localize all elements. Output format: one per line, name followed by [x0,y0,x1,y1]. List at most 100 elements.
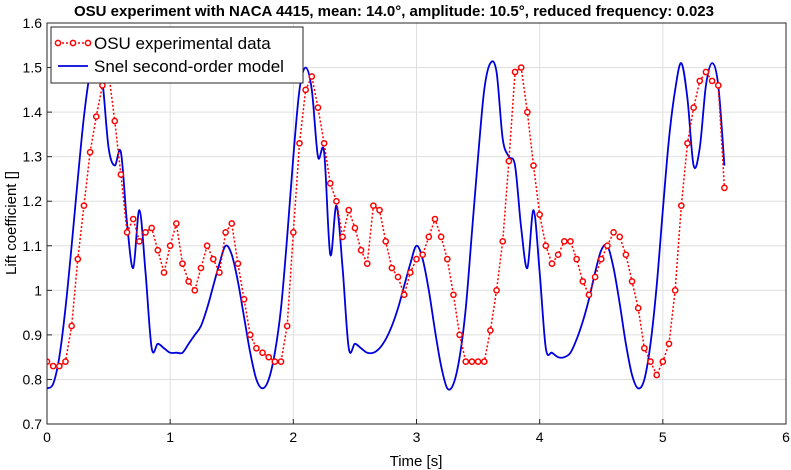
osu-data-point [437,233,445,241]
x-tick-label: 5 [659,429,667,445]
osu-data-point [604,242,611,250]
osu-data-point [659,358,667,365]
x-tick-label: 2 [289,429,297,445]
osu-data-point [339,233,346,241]
osu-data-point [345,206,353,214]
osu-data-point [406,269,414,276]
osu-data-point [487,327,494,334]
osu-data-point [357,246,365,254]
osu-data-point [326,180,334,187]
osu-data-point [68,322,75,330]
osu-data-point [49,362,57,370]
osu-data-point [80,202,88,210]
osu-data-point [499,237,507,245]
osu-data-point [567,237,574,245]
osu-data-point [560,237,568,245]
osu-data-point [536,211,544,218]
osu-data-point [289,229,297,236]
osu-data-point [419,251,427,259]
osu-data-point [628,278,636,285]
y-tick-label: 0.9 [23,327,43,343]
x-tick-label: 4 [536,429,544,445]
osu-data-point [585,291,593,299]
osu-data-point [185,278,192,285]
osu-data-point [684,139,691,147]
osu-data-point [160,269,168,276]
osu-data-point [591,273,599,281]
y-tick-label: 0.8 [23,371,43,387]
osu-data-point [62,358,69,365]
osu-data-point [721,184,728,192]
osu-data-point [136,237,143,245]
snel-model-line [47,48,726,391]
y-tick-label: 1.2 [23,193,43,209]
osu-data-point [554,251,562,259]
osu-data-point [388,264,396,272]
osu-data-point [228,220,236,227]
osu-data-point [111,117,119,125]
y-tick-label: 1.1 [23,238,43,254]
legend-box [50,26,304,84]
osu-data-point [480,358,488,365]
x-tick-label: 3 [413,429,421,445]
osu-data-point [665,340,673,348]
osu-data-point [123,229,131,236]
osu-data-point [191,286,199,294]
y-tick-label: 1.5 [23,60,43,76]
chart-title: OSU experiment with NACA 4415, mean: 14.… [74,3,714,20]
osu-data-point [468,358,476,365]
osu-data-point [129,215,137,223]
osu-data-point [511,68,519,76]
osu-data-point [296,139,303,147]
y-tick-label: 1.6 [23,15,43,31]
osu-data-point [702,68,710,76]
osu-data-point [474,358,482,365]
osu-data-point [641,344,648,352]
osu-data-point [209,255,217,263]
osu-data-point [179,260,186,267]
osu-data-point [308,73,316,80]
x-axis-ticks: 0 1 2 3 4 5 6 [43,419,790,445]
legend: OSU experimental data Snel second-order … [50,26,304,84]
osu-data-point [696,77,704,85]
osu-data-point [86,148,94,156]
osu-data-point [283,322,291,330]
osu-data-point [351,224,359,232]
osu-data-point [524,108,531,116]
x-axis-label: Time [s] [390,453,443,470]
osu-data-point [320,139,328,147]
osu-data-point [74,255,82,263]
osu-data-point [172,220,180,227]
osu-data-point [634,304,642,312]
osu-data-point [277,358,285,365]
osu-data-point [677,202,685,210]
osu-data-point [197,264,205,272]
osu-data-point [222,229,229,236]
legend-marker-osu [69,39,77,47]
osu-data-point [148,224,156,232]
osu-data-point [154,246,162,254]
osu-data-point [376,206,383,214]
y-tick-label: 1.3 [23,149,43,165]
y-tick-label: 1.4 [23,104,43,120]
osu-data-point [246,331,254,339]
osu-data-point [203,242,211,250]
y-axis-ticks: 0.7 0.8 0.9 1 1.1 1.2 1.3 1.4 1.5 1.6 [23,15,52,432]
osu-data-point [622,251,630,259]
osu-data-point [610,229,617,236]
osu-data-point [548,260,556,267]
osu-data-point [708,77,716,85]
osu-data-point [302,86,309,94]
x-tick-label: 1 [166,429,174,445]
series-layer [47,48,728,391]
y-tick-label: 0.7 [23,416,43,432]
osu-data-point [671,286,679,294]
osu-data-point [92,113,100,120]
legend-marker-osu [54,39,62,47]
osu-data-point [647,358,654,365]
osu-data-point [314,104,322,112]
legend-label-osu: OSU experimental data [94,34,271,53]
osu-data-point [413,255,420,263]
osu-data-point [714,82,722,89]
